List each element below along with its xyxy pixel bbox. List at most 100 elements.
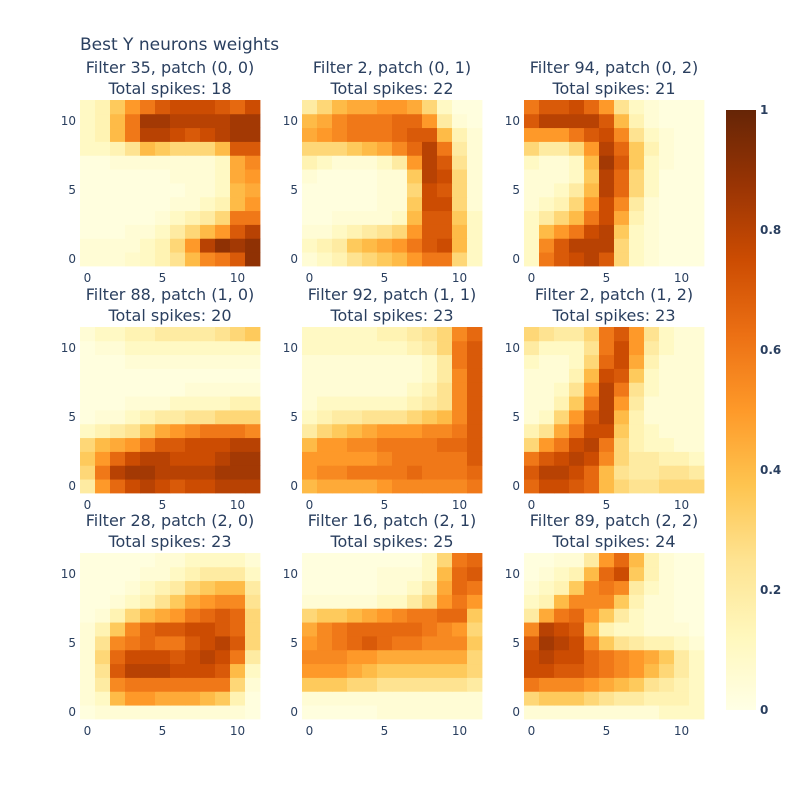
heatmap-cell xyxy=(392,327,408,342)
heatmap-cell xyxy=(185,252,201,267)
heatmap-cell xyxy=(599,479,615,494)
heatmap-cell xyxy=(317,663,333,678)
heatmap-cell xyxy=(80,141,96,156)
heatmap-panels: Filter 35, patch (0, 0) Total spikes: 18 0… xyxy=(61,58,705,738)
heatmap-cell xyxy=(407,580,423,595)
heatmap-cell xyxy=(302,210,318,225)
heatmap-cell xyxy=(95,479,111,494)
heatmap-cell xyxy=(185,210,201,225)
heatmap-cell xyxy=(215,622,231,637)
heatmap-cell xyxy=(245,210,261,225)
heatmap-cell xyxy=(245,354,261,369)
heatmap-cell xyxy=(422,155,438,170)
heatmap-cell xyxy=(80,423,96,439)
heatmap-cell xyxy=(599,636,615,651)
heatmap-cell xyxy=(302,113,318,129)
heatmap-cell xyxy=(95,340,111,356)
heatmap-cell xyxy=(467,622,483,637)
heatmap-cell xyxy=(569,169,585,184)
heatmap-cell xyxy=(110,210,126,225)
heatmap-cell xyxy=(599,183,615,198)
heatmap-cell xyxy=(185,649,201,665)
heatmap-cell xyxy=(407,155,423,170)
heatmap-cell xyxy=(614,553,630,568)
heatmap-cell xyxy=(644,410,660,425)
heatmap-cell xyxy=(554,155,570,170)
heatmap-cell xyxy=(689,382,705,397)
heatmap-cell xyxy=(125,169,141,184)
heatmap-cell xyxy=(170,636,186,651)
heatmap-cell xyxy=(659,677,675,692)
heatmap-cell xyxy=(185,691,201,706)
heatmap-cell xyxy=(230,566,246,582)
heatmap-cell xyxy=(362,553,378,568)
heatmap-cell xyxy=(347,636,363,651)
heatmap-cell xyxy=(629,691,645,706)
heatmap-cell xyxy=(614,594,630,609)
heatmap-cell xyxy=(110,183,126,198)
y-tick-label: 0 xyxy=(290,252,298,266)
heatmap-cell xyxy=(200,382,216,397)
heatmap-panel: Filter 2, patch (0, 1) Total spikes: 22 0 5… xyxy=(283,58,483,285)
heatmap-cell xyxy=(584,423,600,439)
heatmap-cell xyxy=(185,127,201,142)
heatmap-cell xyxy=(317,141,333,156)
heatmap-cell xyxy=(392,423,408,439)
panel-subtitle: Filter 88, patch (1, 0) xyxy=(86,285,255,304)
heatmap-cell xyxy=(392,636,408,651)
heatmap-cell xyxy=(215,636,231,651)
heatmap-cell xyxy=(614,479,630,494)
heatmap-cell xyxy=(569,580,585,595)
heatmap-cell xyxy=(302,437,318,452)
heatmap-cell xyxy=(569,410,585,425)
heatmap-cell xyxy=(245,636,261,651)
heatmap-cell xyxy=(422,636,438,651)
heatmap-cell xyxy=(452,340,468,356)
heatmap-cell xyxy=(110,465,126,480)
heatmap-cell xyxy=(539,252,555,267)
heatmap-cell xyxy=(125,580,141,595)
heatmap-cell xyxy=(362,141,378,156)
heatmap-cell xyxy=(599,410,615,425)
y-tick-label: 5 xyxy=(512,183,520,197)
heatmap-cell xyxy=(539,224,555,239)
heatmap-cell xyxy=(302,183,318,198)
heatmap-cell xyxy=(452,354,468,369)
heatmap-cell xyxy=(110,224,126,239)
heatmap-cell xyxy=(80,553,96,568)
heatmap-cell xyxy=(302,100,318,115)
colorbar-tick-label: 0.8 xyxy=(760,223,781,237)
heatmap-cell xyxy=(200,127,216,142)
heatmap-cell xyxy=(125,327,141,342)
heatmap-cell xyxy=(302,354,318,369)
heatmap-cell xyxy=(407,451,423,466)
heatmap-cell xyxy=(689,649,705,665)
heatmap-cell xyxy=(659,155,675,170)
heatmap-cell xyxy=(95,210,111,225)
heatmap-cell xyxy=(302,553,318,568)
heatmap-cell xyxy=(377,691,393,706)
y-tick-label: 0 xyxy=(290,705,298,719)
heatmap-cell xyxy=(80,354,96,369)
heatmap-cell xyxy=(230,594,246,609)
colorbar-tick-label: 0.6 xyxy=(760,343,781,357)
heatmap-cell xyxy=(629,396,645,411)
heatmap-cell xyxy=(215,238,231,253)
heatmap-cell xyxy=(140,113,156,129)
heatmap-cell xyxy=(332,566,348,582)
heatmap-cell xyxy=(155,169,171,184)
heatmap-cell xyxy=(644,553,660,568)
heatmap-cell xyxy=(437,327,453,342)
heatmap-cell xyxy=(125,210,141,225)
heatmap-cell xyxy=(437,566,453,582)
heatmap-cell xyxy=(170,224,186,239)
heatmap-cell xyxy=(347,210,363,225)
heatmap-cell xyxy=(569,396,585,411)
heatmap-cell xyxy=(539,580,555,595)
heatmap-cell xyxy=(302,155,318,170)
heatmap-cell xyxy=(629,100,645,115)
heatmap-cell xyxy=(614,368,630,383)
heatmap-cell xyxy=(317,169,333,184)
heatmap-cell xyxy=(110,705,126,720)
heatmap-cell xyxy=(599,691,615,706)
